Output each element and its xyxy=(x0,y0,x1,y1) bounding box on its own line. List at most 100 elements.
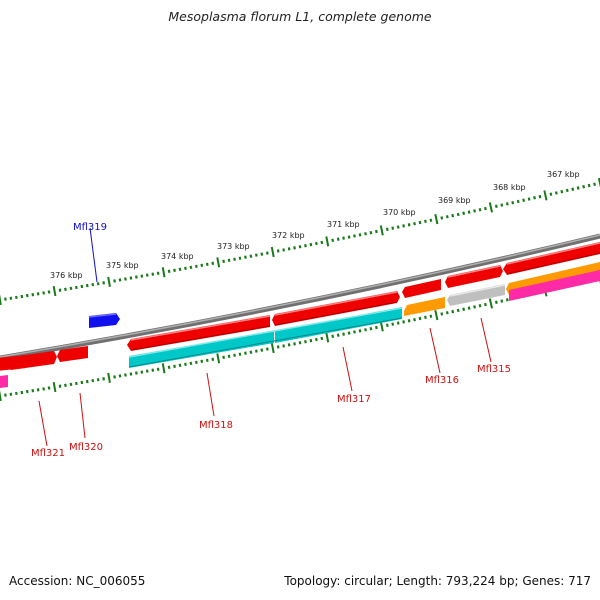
minor-tick xyxy=(238,352,242,356)
gene-arrow[interactable] xyxy=(57,346,88,362)
minor-tick xyxy=(233,257,236,261)
kbp-label: 372 kbp xyxy=(272,231,305,240)
minor-tick xyxy=(494,300,498,304)
gene-label-mfl317[interactable]: Mfl317 xyxy=(337,394,371,405)
minor-tick xyxy=(36,292,40,296)
minor-tick xyxy=(522,198,526,202)
minor-tick xyxy=(424,315,427,320)
minor-tick xyxy=(456,308,460,313)
gene-arrow[interactable] xyxy=(127,315,270,351)
minor-tick xyxy=(140,274,144,278)
major-tick xyxy=(379,225,384,236)
major-tick xyxy=(325,332,330,343)
kbp-label: 369 kbp xyxy=(438,196,471,205)
gene-arrow[interactable] xyxy=(272,291,400,326)
minor-tick xyxy=(42,291,45,295)
minor-tick xyxy=(554,191,558,195)
gene-arrow[interactable] xyxy=(509,270,600,301)
minor-tick xyxy=(467,306,471,310)
gene-label-mfl318[interactable]: Mfl318 xyxy=(199,420,233,431)
outer-tick-ruler xyxy=(0,177,600,306)
major-tick xyxy=(379,321,384,332)
minor-tick xyxy=(184,362,187,366)
minor-tick xyxy=(189,265,193,270)
minor-tick xyxy=(227,258,231,263)
gene-arrow[interactable] xyxy=(0,375,8,388)
gene-arrow[interactable] xyxy=(503,242,600,275)
minor-tick xyxy=(178,267,182,272)
gene-label-mfl321[interactable]: Mfl321 xyxy=(31,448,65,459)
kbp-label: 374 kbp xyxy=(161,252,194,261)
minor-tick xyxy=(287,343,291,347)
minor-tick xyxy=(25,389,29,394)
major-tick xyxy=(488,298,493,309)
major-tick xyxy=(543,190,548,201)
minor-tick xyxy=(255,253,258,257)
minor-tick xyxy=(200,359,204,364)
minor-tick xyxy=(205,262,209,266)
major-tick xyxy=(270,246,275,258)
gene-arrow[interactable] xyxy=(129,331,274,368)
minor-tick xyxy=(255,349,258,353)
leader-lines xyxy=(38,227,492,447)
minor-tick xyxy=(407,223,411,227)
minor-tick xyxy=(156,367,160,371)
minor-tick xyxy=(445,215,449,219)
minor-tick xyxy=(178,363,182,368)
minor-tick xyxy=(238,256,242,260)
gene-arrow[interactable] xyxy=(8,351,57,370)
minor-tick xyxy=(347,331,351,335)
minor-tick xyxy=(25,293,29,298)
gene-arrow[interactable] xyxy=(275,307,402,343)
minor-tick xyxy=(549,192,553,196)
minor-tick xyxy=(353,330,356,334)
minor-tick xyxy=(315,241,318,246)
minor-tick xyxy=(593,182,596,186)
minor-tick xyxy=(135,275,138,279)
minor-tick xyxy=(402,224,405,228)
minor-tick xyxy=(560,189,564,194)
major-tick xyxy=(216,257,221,268)
gene-label-mfl316[interactable]: Mfl316 xyxy=(425,375,459,386)
minor-tick xyxy=(533,196,536,200)
genome-stats-text: Topology: circular; Length: 793,224 bp; … xyxy=(284,574,591,588)
minor-tick xyxy=(309,242,313,247)
minor-tick xyxy=(413,317,416,322)
minor-tick xyxy=(287,247,291,251)
minor-tick xyxy=(4,393,7,397)
gene-label-mfl315[interactable]: Mfl315 xyxy=(477,364,511,375)
minor-tick xyxy=(118,374,122,378)
minor-tick xyxy=(424,219,427,224)
kbp-label: 371 kbp xyxy=(327,220,360,229)
minor-tick xyxy=(195,264,198,268)
minor-tick xyxy=(336,237,340,241)
minor-tick xyxy=(304,244,307,248)
gene-arrow[interactable] xyxy=(445,265,503,288)
minor-tick xyxy=(244,255,247,259)
major-tick xyxy=(0,294,2,306)
minor-tick xyxy=(20,390,24,395)
gene-arrow[interactable] xyxy=(447,284,505,306)
gene-arrow[interactable] xyxy=(404,297,445,316)
minor-tick xyxy=(309,338,313,343)
minor-tick xyxy=(364,328,367,332)
gene-label-mfl320[interactable]: Mfl320 xyxy=(69,442,103,453)
reverse-genes xyxy=(0,262,600,388)
minor-tick xyxy=(211,261,215,265)
kbp-label: 375 kbp xyxy=(106,261,139,270)
gene-arrow[interactable] xyxy=(402,279,441,298)
minor-tick xyxy=(331,334,335,339)
minor-tick xyxy=(440,216,444,220)
minor-tick xyxy=(265,251,269,255)
minor-tick xyxy=(473,305,476,309)
gene-label-mfl319[interactable]: Mfl319 xyxy=(73,222,107,233)
minor-tick xyxy=(467,210,471,214)
minor-tick xyxy=(385,323,389,328)
minor-tick xyxy=(140,370,144,374)
minor-tick xyxy=(391,322,395,326)
minor-tick xyxy=(391,226,395,230)
genome-backbone xyxy=(0,233,600,361)
minor-tick xyxy=(451,309,455,314)
minor-tick xyxy=(456,212,460,217)
minor-tick xyxy=(582,185,586,189)
